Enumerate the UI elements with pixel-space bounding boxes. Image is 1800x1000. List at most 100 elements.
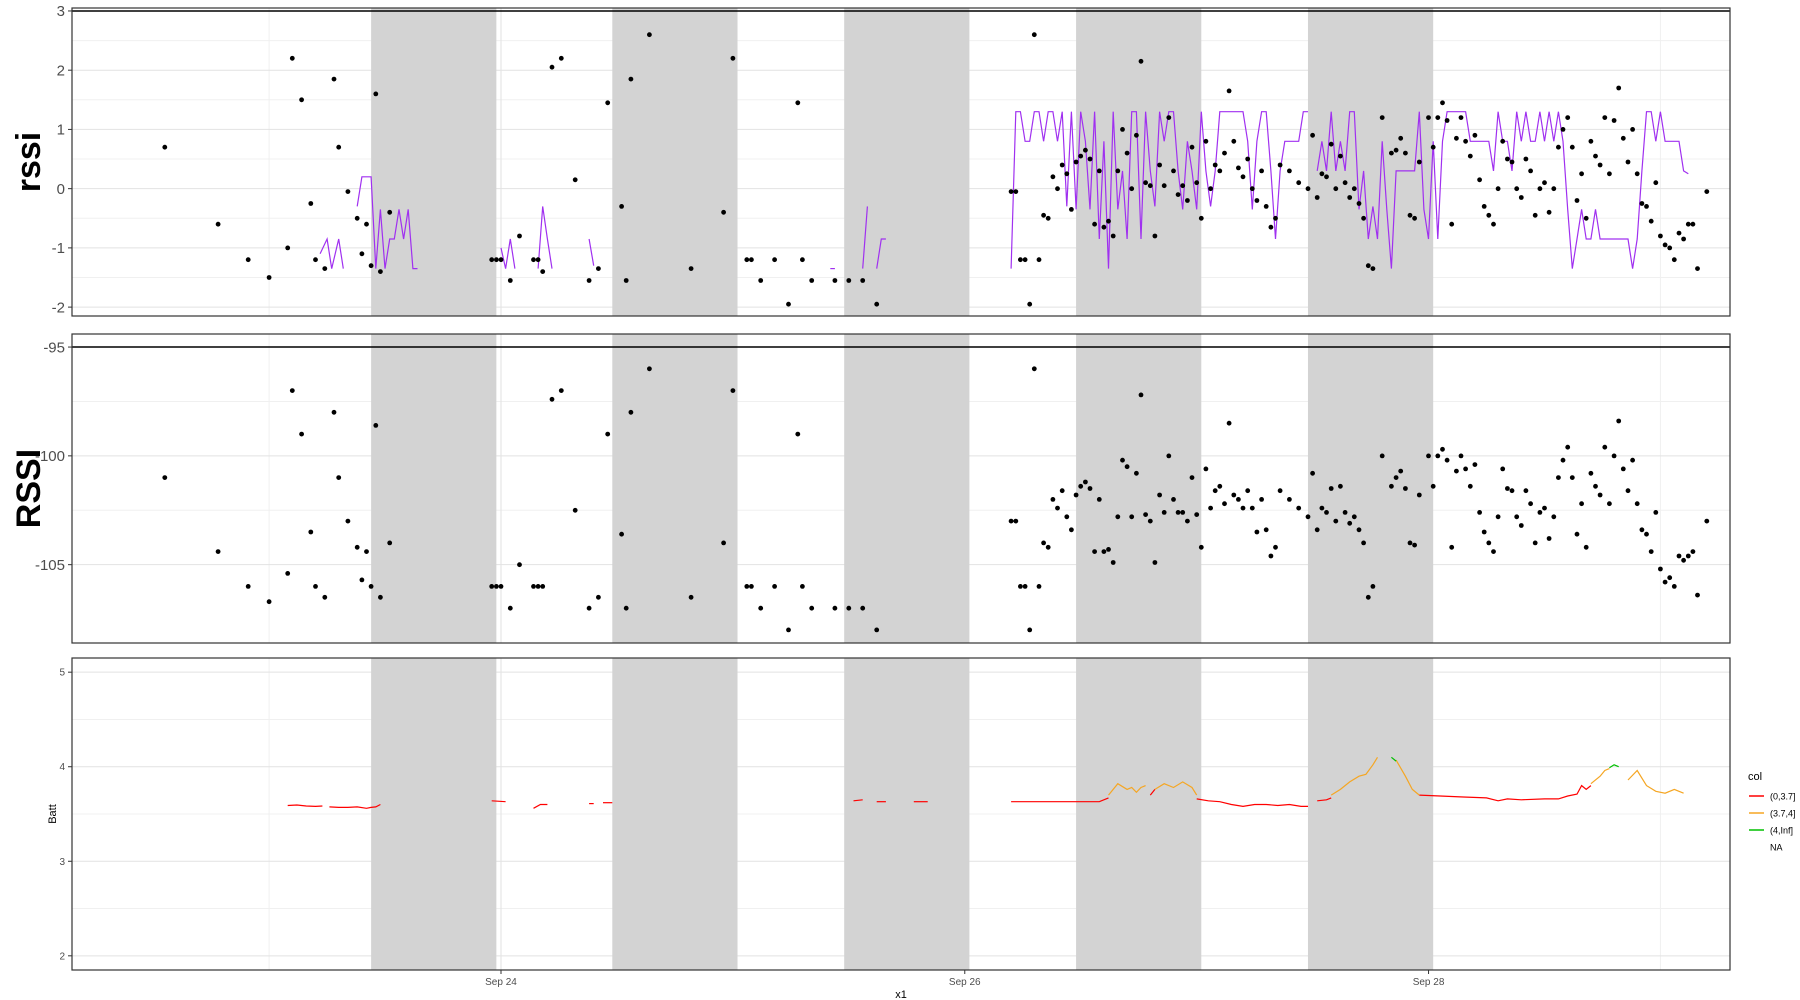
data-point — [1217, 168, 1223, 174]
data-point — [586, 605, 592, 611]
data-point — [1491, 549, 1496, 554]
data-point — [1532, 540, 1538, 546]
data-point — [1064, 171, 1070, 177]
shaded-band — [1076, 658, 1202, 970]
data-point — [1695, 266, 1700, 271]
data-point — [1602, 444, 1608, 450]
y-tick-label: 2 — [57, 62, 65, 79]
data-point — [1579, 171, 1584, 177]
data-point — [1671, 257, 1677, 263]
data-point — [809, 278, 815, 283]
data-point — [744, 584, 750, 589]
data-point — [1129, 186, 1135, 192]
data-point — [572, 507, 578, 513]
data-point — [266, 275, 272, 280]
data-point — [846, 278, 852, 283]
data-point — [800, 584, 805, 589]
data-point — [1435, 115, 1441, 120]
data-point — [308, 201, 314, 206]
data-point — [378, 594, 383, 600]
data-point — [1134, 132, 1139, 138]
data-point — [162, 475, 168, 480]
data-point — [1115, 168, 1121, 174]
legend-label: (4,Inf] — [1770, 826, 1793, 836]
data-point — [1092, 549, 1097, 554]
y-axis-label: Batt — [47, 804, 59, 824]
data-point — [162, 144, 168, 150]
data-point — [1319, 171, 1325, 177]
data-point — [1110, 233, 1116, 239]
data-point — [1240, 505, 1246, 511]
series-line — [588, 238, 595, 266]
data-point — [1268, 553, 1274, 559]
data-point — [586, 278, 592, 283]
data-point — [1634, 501, 1640, 507]
data-point — [1403, 150, 1408, 156]
data-point — [1634, 171, 1640, 177]
data-point — [1171, 497, 1176, 502]
data-point — [1120, 457, 1125, 463]
data-point — [1509, 488, 1515, 494]
data-point — [1602, 115, 1608, 120]
data-point — [489, 257, 495, 263]
data-point — [1667, 245, 1673, 251]
data-point — [1013, 189, 1019, 195]
shaded-band — [612, 658, 738, 970]
data-point — [1022, 257, 1028, 263]
data-point — [1440, 446, 1445, 452]
data-point — [1565, 115, 1571, 120]
data-point — [1305, 514, 1311, 520]
data-point — [1695, 592, 1700, 598]
data-point — [809, 605, 815, 611]
data-point — [498, 257, 504, 263]
data-point — [800, 257, 805, 263]
legend-item: (3.7,4] — [1749, 809, 1796, 819]
data-point — [1588, 470, 1594, 476]
data-point — [1616, 418, 1622, 424]
rssi-panel: -2 -1 0 1 2 3 rssi — [10, 3, 1731, 317]
data-point — [285, 571, 291, 576]
data-point — [1050, 174, 1056, 180]
data-point — [1124, 150, 1130, 156]
data-point — [1166, 115, 1172, 120]
data-point — [1231, 138, 1237, 144]
data-point — [1031, 32, 1037, 38]
data-point — [1254, 198, 1260, 203]
shaded-band — [1307, 8, 1434, 316]
data-point — [1143, 180, 1148, 186]
data-point — [1398, 468, 1404, 474]
y-tick-label: 2 — [59, 951, 65, 962]
shaded-band — [1076, 334, 1202, 643]
data-point — [1157, 492, 1162, 498]
data-point — [1426, 453, 1431, 459]
data-point — [1583, 544, 1589, 550]
data-point — [1681, 557, 1686, 563]
data-point — [1528, 168, 1533, 174]
data-point — [1134, 470, 1139, 476]
series-line — [287, 804, 323, 808]
data-point — [1389, 150, 1394, 156]
data-point — [387, 209, 393, 215]
y-tick-label: -1 — [52, 240, 65, 257]
data-point — [215, 549, 221, 554]
data-point — [1208, 505, 1213, 511]
data-point — [1175, 192, 1181, 198]
panel-border — [71, 7, 1731, 317]
data-point — [832, 605, 838, 611]
data-point — [289, 388, 295, 393]
data-point — [1379, 115, 1385, 120]
data-point — [1249, 186, 1255, 192]
data-point — [846, 605, 852, 611]
data-point — [1653, 510, 1659, 515]
data-point — [289, 55, 295, 61]
data-point — [1412, 215, 1417, 221]
data-point — [1644, 204, 1649, 209]
data-point — [1189, 475, 1195, 480]
data-point — [628, 76, 634, 82]
series-line — [329, 803, 381, 809]
data-point — [1351, 514, 1357, 520]
data-point — [1147, 183, 1153, 189]
data-point — [832, 278, 838, 283]
data-point — [1379, 453, 1385, 459]
data-point — [1342, 180, 1348, 186]
